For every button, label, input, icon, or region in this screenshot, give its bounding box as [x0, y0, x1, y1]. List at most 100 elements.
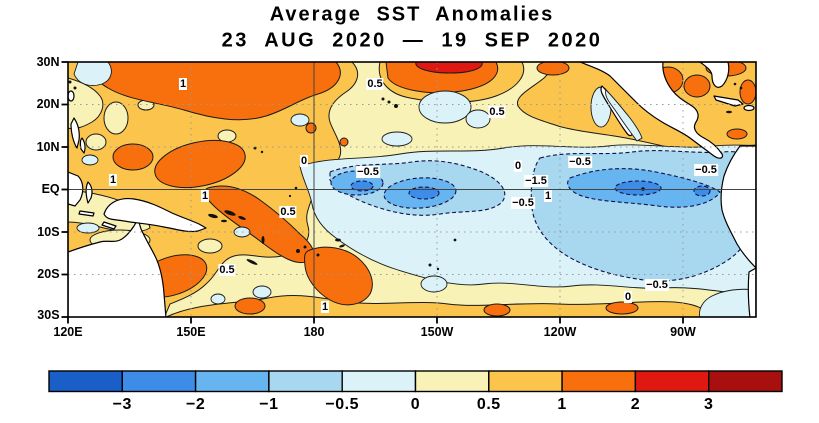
samoa-islands	[335, 238, 341, 242]
fiji-islands	[296, 249, 300, 253]
colorbar-segment	[708, 370, 783, 393]
gilbert-islands	[288, 194, 292, 198]
colorbar-segment	[121, 370, 197, 393]
australia-landmass	[68, 218, 167, 317]
island-specks	[68, 80, 743, 271]
x-tick-label-180: 180	[303, 325, 325, 339]
contour-label: 0	[299, 155, 309, 167]
colorbar-label: −0.5	[325, 396, 359, 413]
marquesas-islands	[453, 238, 457, 242]
colorbar-label: −2	[185, 396, 206, 413]
bahamas-islands	[733, 82, 737, 86]
hispaniola-landmass	[743, 104, 755, 112]
contour-label: −0.5	[694, 164, 718, 176]
colorbar-segment	[341, 370, 417, 393]
colorbar-label: −1	[259, 396, 279, 413]
map-gridlines	[68, 62, 756, 317]
map-fill-layers	[68, 62, 756, 317]
anomaly-regions-2-to-3	[415, 62, 483, 74]
cook-islands	[339, 244, 345, 248]
landmasses	[68, 62, 756, 317]
colorbar-label: 1	[557, 396, 567, 413]
contour-label: 0.5	[488, 106, 506, 118]
hawaii-islands	[394, 104, 398, 108]
contour-label: 0.5	[279, 206, 297, 218]
y-tick-label-20S: 20S	[37, 267, 60, 281]
fiji-islands	[303, 245, 307, 249]
map-frame	[61, 61, 757, 324]
x-tick-label-90W: 90W	[670, 325, 696, 339]
x-tick-label-120E: 120E	[53, 325, 83, 339]
bougainville-island	[221, 219, 227, 223]
colorbar-label: −3	[112, 396, 132, 413]
society-islands	[428, 263, 432, 267]
bahamas-islands	[739, 86, 743, 90]
colorbar-label: 0.5	[476, 396, 501, 413]
y-tick-label-30N: 30N	[36, 55, 60, 69]
colorbar-segment	[268, 370, 343, 393]
java-landmass	[78, 210, 95, 217]
hawaii-islands	[387, 100, 391, 104]
contour-label: 0	[623, 291, 633, 303]
y-tick-label-30S: 30S	[37, 308, 60, 322]
colorbar-label: 3	[703, 396, 714, 413]
y-tick-label-20N: 20N	[36, 97, 60, 111]
contour-label: −0.5	[645, 279, 669, 291]
new-britain-island	[208, 213, 218, 219]
gilbert-islands	[294, 186, 298, 190]
contour-label: 1	[543, 190, 553, 202]
y-tick-label-10S: 10S	[37, 225, 60, 239]
contour-label: 1	[200, 190, 210, 202]
x-tick-label-150E: 150E	[176, 325, 206, 339]
south-america-landmass	[720, 145, 756, 269]
contour-label: −0.5	[511, 197, 535, 209]
x-tick-label-120W: 120W	[543, 325, 577, 339]
x-tick-label-150W: 150W	[420, 325, 454, 339]
new-caledonia-island	[246, 259, 258, 265]
north-america-landmass	[579, 62, 724, 159]
tonga-islands	[316, 253, 320, 257]
timor-landmass	[101, 221, 117, 230]
longitude-ticks	[67, 317, 684, 324]
ryukyu-islands	[68, 80, 72, 84]
contour-label: 1	[320, 301, 330, 313]
jamaica-island	[726, 110, 732, 114]
figure-title: Average SST Anomalies	[269, 3, 555, 26]
colorbar-segment	[194, 370, 270, 393]
y-tick-label-EQ: EQ	[41, 182, 60, 196]
colorbar-segment	[561, 370, 637, 393]
colorbar-label: 0	[410, 396, 421, 413]
colorbar-segment	[414, 370, 490, 393]
colorbar-segment	[488, 370, 563, 393]
contour-label: 1	[178, 78, 188, 90]
contour-label: 1	[108, 174, 118, 186]
contour-label: 0	[513, 160, 523, 172]
marshall-islands	[260, 150, 264, 154]
gulf-of-california-water	[605, 89, 643, 142]
ryukyu-islands	[73, 86, 77, 90]
colorbar-segment	[48, 370, 124, 393]
figure-subtitle: 23 AUG 2020 — 19 SEP 2020	[221, 29, 603, 52]
y-tick-label-10N: 10N	[36, 140, 60, 154]
society-islands	[436, 267, 440, 271]
vanuatu-islands	[261, 236, 265, 244]
contour-label: −0.5	[356, 166, 380, 178]
florida-landmass	[699, 62, 730, 88]
new-guinea-landmass	[103, 197, 207, 233]
taiwan-landmass	[68, 90, 75, 102]
solomon-islands	[224, 210, 236, 216]
philippines-landmass-2	[79, 137, 86, 154]
south-america-coastal-strip	[747, 267, 756, 317]
cuba-landmass	[713, 95, 744, 107]
contour-label: −1.5	[524, 175, 548, 187]
contour-label: −0.5	[568, 156, 592, 168]
colorbar	[48, 370, 783, 393]
latitude-ticks	[61, 61, 68, 318]
solomon-islands	[238, 216, 246, 220]
contour-label: 0.5	[366, 78, 384, 90]
contour-label: 0.5	[218, 264, 236, 276]
hawaii-islands	[381, 97, 385, 101]
sulawesi-landmass	[85, 181, 93, 204]
